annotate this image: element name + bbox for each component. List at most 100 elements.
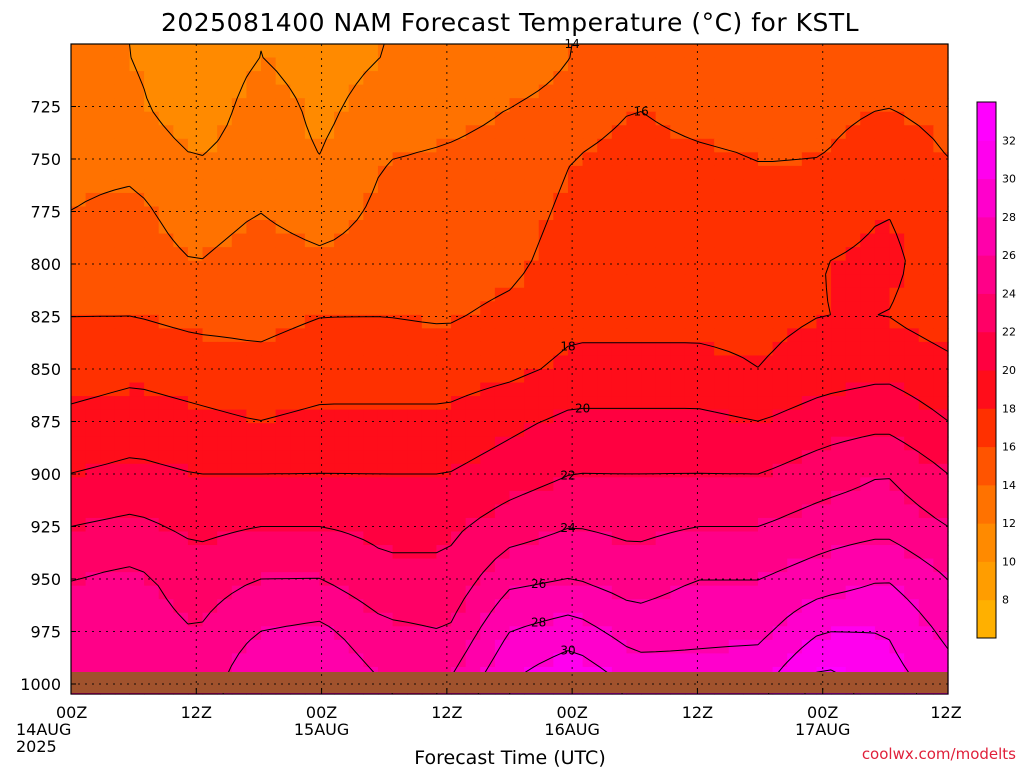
temperature-cell [641, 57, 657, 72]
temperature-cell [889, 612, 905, 627]
temperature-cell [553, 423, 569, 438]
temperature-cell [874, 301, 891, 316]
temperature-cell [100, 355, 116, 370]
temperature-cell [538, 125, 554, 140]
temperature-cell [392, 341, 408, 357]
temperature-cell [114, 84, 131, 99]
temperature-cell [538, 517, 554, 533]
temperature-cell [553, 612, 569, 627]
temperature-cell [494, 165, 511, 181]
colorbar-tick-label: 10 [1002, 555, 1016, 568]
temperature-cell [772, 192, 788, 208]
temperature-cell [860, 626, 876, 641]
temperature-cell [524, 572, 540, 587]
temperature-cell [889, 409, 905, 424]
temperature-cell [670, 423, 686, 438]
temperature-cell [670, 206, 686, 221]
temperature-cell [684, 233, 701, 248]
temperature-cell [377, 612, 394, 627]
temperature-cell [261, 463, 277, 478]
temperature-cell [787, 314, 803, 329]
temperature-cell [451, 165, 467, 181]
temperature-cell [290, 220, 306, 235]
temperature-cell [874, 274, 891, 289]
colorbar-tick-label: 16 [1002, 441, 1016, 454]
temperature-cell [246, 57, 262, 72]
temperature-cell [553, 220, 569, 235]
temperature-cell [714, 111, 730, 126]
temperature-cell [100, 531, 116, 546]
temperature-cell [684, 301, 701, 316]
temperature-cell [918, 44, 934, 59]
temperature-cell [845, 111, 861, 126]
temperature-cell [334, 531, 350, 546]
temperature-cell [582, 463, 598, 478]
temperature-cell [334, 423, 350, 438]
temperature-cell [567, 355, 584, 370]
temperature-cell [918, 179, 934, 194]
temperature-cell [85, 328, 101, 343]
temperature-cell [275, 84, 291, 99]
temperature-cell [699, 301, 715, 316]
temperature-cell [334, 517, 350, 533]
temperature-cell [363, 57, 379, 72]
temperature-cell [845, 98, 861, 113]
temperature-cell [641, 44, 657, 59]
temperature-cell [407, 260, 423, 275]
temperature-cell [728, 653, 744, 668]
temperature-cell [904, 260, 920, 275]
temperature-cell [100, 490, 116, 506]
temperature-cell [831, 355, 847, 370]
temperature-cell [290, 463, 306, 478]
temperature-cell [597, 639, 613, 654]
temperature-cell [334, 639, 350, 654]
temperature-cell [611, 436, 628, 451]
temperature-cell [626, 341, 642, 357]
temperature-cell [173, 165, 189, 181]
temperature-cell [787, 490, 803, 506]
temperature-cell [319, 220, 335, 235]
temperature-cell [290, 71, 306, 86]
temperature-cell [699, 71, 715, 86]
temperature-cell [787, 423, 803, 438]
temperature-cell [553, 57, 569, 72]
temperature-cell [246, 71, 262, 86]
temperature-cell [553, 341, 569, 357]
temperature-cell [831, 369, 847, 384]
temperature-cell [567, 409, 584, 424]
temperature-cell [246, 436, 262, 451]
temperature-cell [524, 490, 540, 506]
temperature-cell [421, 125, 438, 140]
temperature-cell [787, 328, 803, 343]
temperature-cell [816, 436, 832, 451]
temperature-cell [918, 436, 934, 451]
temperature-cell [874, 138, 891, 153]
temperature-cell [85, 206, 101, 221]
temperature-cell [524, 138, 540, 153]
temperature-cell [421, 179, 438, 194]
temperature-cell [918, 314, 934, 329]
colorbar-swatch [977, 293, 996, 333]
temperature-cell [714, 382, 730, 397]
temperature-cell [480, 341, 496, 357]
temperature-cell [85, 84, 101, 99]
temperature-cell [597, 463, 613, 478]
temperature-cell [757, 558, 774, 573]
temperature-cell [860, 382, 876, 397]
temperature-cell [275, 274, 291, 289]
temperature-cell [173, 125, 189, 140]
temperature-cell [538, 192, 554, 208]
temperature-cell [831, 44, 847, 59]
temperature-cell [816, 301, 832, 316]
temperature-cell [611, 44, 628, 59]
temperature-cell [304, 179, 321, 194]
temperature-cell [173, 301, 189, 316]
temperature-cell [363, 138, 379, 153]
temperature-cell [377, 585, 394, 600]
temperature-cell [363, 517, 379, 533]
temperature-cell [684, 84, 701, 99]
temperature-cell [670, 599, 686, 614]
temperature-cell [684, 111, 701, 126]
temperature-cell [465, 531, 481, 546]
temperature-cell [275, 287, 291, 302]
